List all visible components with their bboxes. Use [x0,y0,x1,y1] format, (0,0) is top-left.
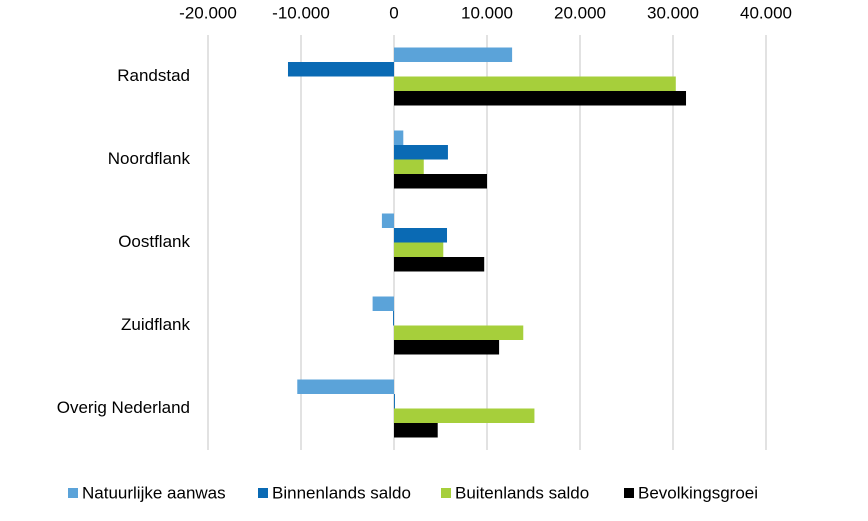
y-tick-label: Randstad [117,66,190,85]
bar [381,213,394,228]
legend-label: Buitenlands saldo [455,483,589,502]
bar [394,325,524,340]
x-tick-label: 10.000 [461,3,513,22]
bar [394,257,485,272]
y-tick-label: Oostflank [118,232,190,251]
bar [394,408,535,423]
y-tick-label: Overig Nederland [57,398,190,417]
legend-swatch [441,488,451,498]
bar [394,159,424,174]
x-tick-label: -10.000 [272,3,330,22]
legend-label: Binnenlands saldo [272,483,411,502]
y-tick-label: Noordflank [108,149,191,168]
bar [372,296,394,311]
x-tick-label: 30.000 [647,3,699,22]
bar [394,130,404,145]
legend-label: Natuurlijke aanwas [82,483,226,502]
bar [394,242,444,257]
legend-swatch [624,488,634,498]
bar [287,62,394,77]
bar [394,47,513,62]
y-tick-label: Zuidflank [121,315,190,334]
bar [394,340,500,355]
bar [394,394,395,409]
x-tick-label: 0 [389,3,398,22]
bar [297,379,394,394]
bar [393,311,394,326]
bar [394,228,448,243]
bar [394,76,676,91]
x-tick-label: 20.000 [554,3,606,22]
x-tick-label: -20.000 [179,3,237,22]
legend-swatch [258,488,268,498]
bar [394,91,687,106]
x-tick-label: 40.000 [740,3,792,22]
bar [394,145,448,160]
legend-swatch [68,488,78,498]
bar [394,174,487,189]
legend-label: Bevolkingsgroei [638,483,758,502]
bar [394,423,438,438]
